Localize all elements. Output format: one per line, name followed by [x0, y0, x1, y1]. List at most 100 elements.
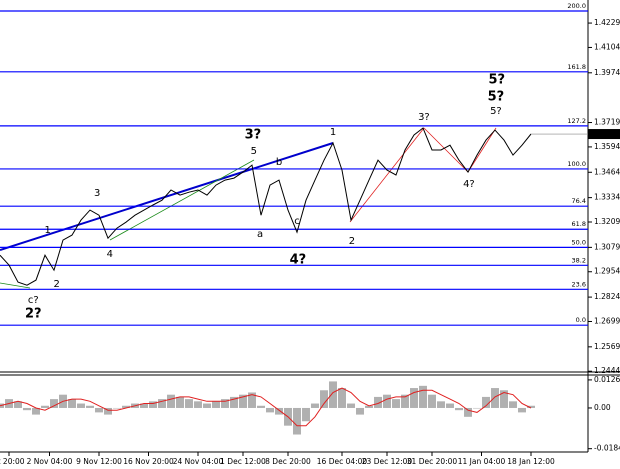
histogram-bar — [176, 396, 184, 408]
histogram-bar — [365, 405, 373, 408]
wave-label: c? — [28, 295, 39, 306]
histogram-bar — [311, 403, 319, 408]
x-tick-label: ct 20:00 — [0, 457, 25, 466]
y-tick-label: 1.4104 — [594, 42, 620, 51]
y-tick-label: 1.3209 — [594, 217, 620, 226]
y-tick-label: 1.3079 — [594, 242, 620, 251]
last-price-box — [588, 129, 620, 140]
histogram-bar — [86, 405, 94, 408]
x-tick-label: 8 Dec 20:00 — [265, 457, 311, 466]
fib-level-label: 0.0 — [576, 316, 586, 324]
histogram-bar — [338, 388, 346, 408]
histogram-bar — [509, 401, 517, 408]
wave-label: 5? — [490, 106, 502, 117]
histogram-bar — [50, 399, 58, 408]
fib-level-label: 100.0 — [567, 160, 586, 168]
histogram-bar — [167, 394, 175, 408]
wave-label: 3? — [245, 128, 262, 143]
x-tick-label: 31 Dec 20:00 — [407, 457, 458, 466]
histogram-bar — [68, 399, 76, 408]
wave-label: 3? — [418, 112, 430, 123]
y-tick-label: 1.2699 — [594, 316, 620, 325]
y-tick-label: -0.01841 — [594, 444, 620, 453]
price-line — [0, 127, 532, 286]
histogram-bar — [446, 403, 454, 408]
histogram-bar — [419, 385, 427, 408]
y-tick-label: 1.3974 — [594, 68, 620, 77]
histogram-bar — [437, 401, 445, 408]
histogram-bar — [257, 405, 265, 408]
x-tick-label: 16 Nov 20:00 — [123, 457, 174, 466]
histogram-bar — [464, 407, 472, 417]
y-tick-label: 1.2824 — [594, 292, 620, 301]
histogram-bar — [221, 399, 229, 408]
histogram-bar — [275, 407, 283, 415]
histogram-bar — [41, 405, 49, 408]
wave-label: c — [294, 216, 300, 227]
histogram-bar — [500, 390, 508, 408]
wave-label: 2? — [25, 307, 42, 322]
histogram-bar — [482, 396, 490, 408]
histogram-bar — [302, 407, 310, 422]
signal-line — [0, 387, 532, 427]
wave-label: 4? — [290, 253, 307, 268]
fib-level-label: 38.2 — [572, 256, 586, 264]
wave-label: 4? — [463, 179, 475, 190]
trend-line — [109, 159, 255, 241]
histogram-bar — [455, 407, 463, 411]
histogram-bar — [518, 407, 526, 413]
histogram-bar — [185, 399, 193, 408]
histogram-bar — [239, 394, 247, 408]
histogram-bar — [356, 407, 364, 415]
wave-label: 2 — [54, 279, 60, 290]
x-tick-label: 16 Dec 04:00 — [317, 457, 368, 466]
histogram-bar — [347, 403, 355, 408]
y-tick-label: 1.3719 — [594, 118, 620, 127]
wave-label: a — [257, 229, 263, 240]
y-tick-label: 1.2954 — [594, 267, 620, 276]
histogram-bar — [293, 407, 301, 435]
last-price-label: 1.3660 — [591, 129, 617, 138]
wave-line — [423, 127, 469, 173]
histogram-bar — [428, 394, 436, 408]
histogram-bar — [320, 390, 328, 408]
wave-label: 1 — [330, 127, 336, 138]
histogram-bar — [14, 401, 22, 408]
histogram-bar — [149, 401, 157, 408]
y-tick-label: 1.3464 — [594, 167, 620, 176]
fib-level-label: 50.0 — [572, 238, 586, 246]
trend-line — [0, 142, 334, 251]
histogram-bar — [122, 405, 130, 408]
histogram-bar — [140, 403, 148, 408]
histogram-bar — [95, 407, 103, 413]
histogram-bar — [248, 392, 256, 408]
trend-line — [0, 282, 31, 289]
y-tick-label: 1.4229 — [594, 18, 620, 27]
wave-label: 3 — [94, 188, 100, 199]
histogram-bar — [77, 403, 85, 408]
histogram-bar — [158, 399, 166, 408]
x-tick-label: 2 Nov 04:00 — [27, 457, 73, 466]
wave-label: 5 — [251, 146, 257, 157]
wave-line — [467, 127, 497, 173]
wave-label: b — [276, 157, 282, 168]
fib-level-label: 200.0 — [567, 2, 586, 10]
x-tick-label: 9 Nov 12:00 — [76, 457, 122, 466]
fib-level-label: 76.4 — [572, 197, 586, 205]
histogram-bar — [329, 381, 337, 408]
histogram-bar — [266, 407, 274, 413]
histogram-bar — [473, 407, 481, 409]
wave-label: 5? — [488, 89, 505, 104]
histogram-bar — [527, 405, 535, 408]
x-tick-label: 11 Jan 04:00 — [458, 457, 506, 466]
histogram-bar — [212, 401, 220, 408]
histogram-bar — [401, 394, 409, 408]
x-tick-label: 1 Dec 12:00 — [220, 457, 266, 466]
fib-level-label: 161.8 — [567, 63, 586, 71]
wave-label: 4 — [107, 249, 113, 260]
x-tick-label: 24 Nov 04:00 — [173, 457, 224, 466]
fib-level-label: 23.6 — [572, 280, 586, 288]
histogram-bar — [23, 407, 31, 411]
wave-label: 1 — [45, 225, 51, 236]
